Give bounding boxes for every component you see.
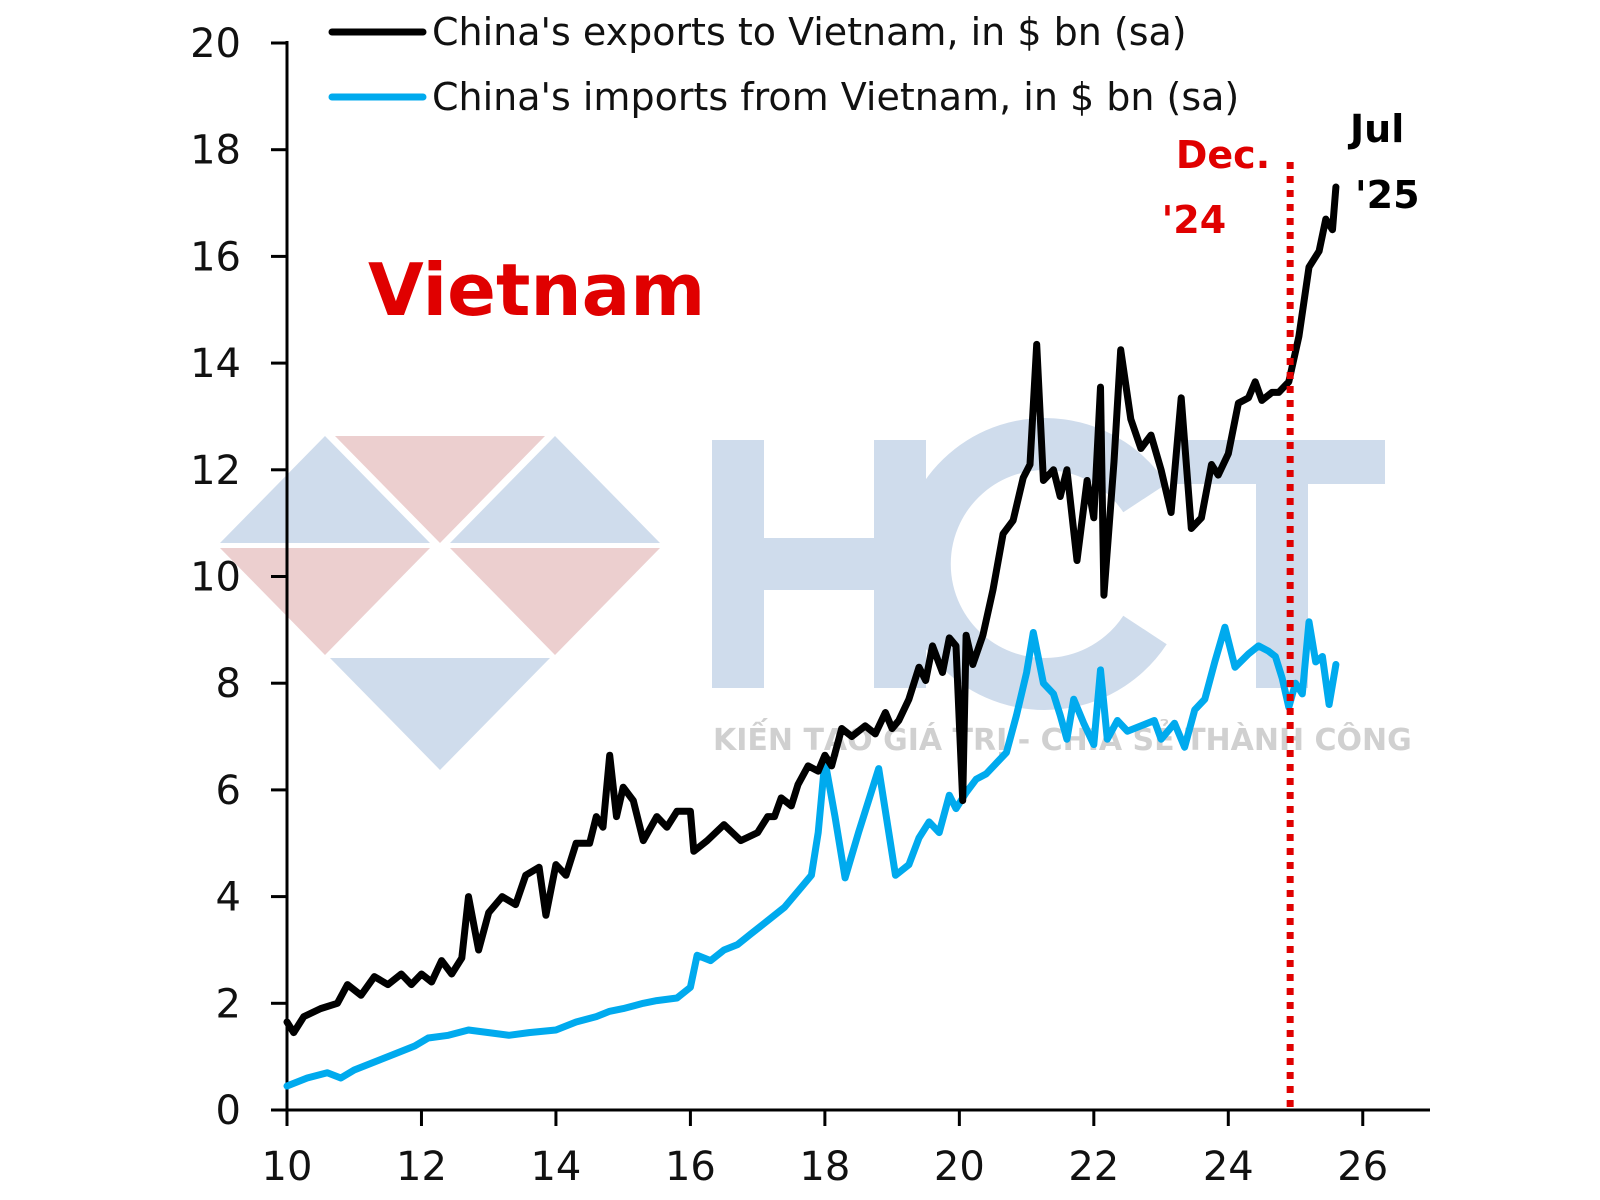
y-tick-label: 4	[216, 875, 241, 921]
y-tick-label: 20	[190, 21, 241, 67]
x-tick-label: 10	[262, 1144, 313, 1190]
annotation-dec-line1: Dec.	[1176, 133, 1270, 177]
y-tick-label: 0	[216, 1088, 241, 1134]
annotation-jul-line2: '25	[1355, 173, 1420, 217]
y-tick-label: 14	[190, 341, 241, 387]
y-tick-label: 6	[216, 768, 241, 814]
y-tick-label: 12	[190, 448, 241, 494]
legend: China's exports to Vietnam, in $ bn (sa)…	[328, 10, 1239, 119]
watermark-logo-icon	[220, 436, 660, 770]
x-tick-label: 26	[1337, 1144, 1388, 1190]
y-tick-label: 8	[216, 661, 241, 707]
legend-label-imports: China's imports from Vietnam, in $ bn (s…	[432, 75, 1239, 119]
series-line-imports	[283, 618, 1340, 1090]
x-tick-label: 14	[530, 1144, 581, 1190]
x-tick-label: 16	[665, 1144, 716, 1190]
series-layer	[283, 183, 1340, 1090]
series-line-exports	[283, 183, 1340, 1037]
x-tick-label: 20	[934, 1144, 985, 1190]
y-tick-label: 16	[190, 234, 241, 280]
x-tick-label: 12	[396, 1144, 447, 1190]
y-tick-label: 10	[190, 555, 241, 601]
watermark-brand-letters	[712, 418, 1385, 710]
y-tick-label: 2	[216, 981, 241, 1027]
x-tick-label: 24	[1203, 1144, 1254, 1190]
chart-title: Vietnam	[368, 248, 705, 332]
x-tick-label: 22	[1068, 1144, 1119, 1190]
y-tick-label: 18	[190, 128, 241, 174]
watermark: KIẾN TẠO GIÁ TRỊ - CHIA SẺ THÀNH CÔNG	[220, 418, 1412, 770]
legend-label-exports: China's exports to Vietnam, in $ bn (sa)	[432, 10, 1187, 54]
x-tick-label: 18	[799, 1144, 850, 1190]
overlay: Dec. '24 Jul '25	[1162, 107, 1420, 1110]
annotation-jul-line1: Jul	[1347, 107, 1404, 151]
annotation-dec-line2: '24	[1162, 198, 1227, 242]
